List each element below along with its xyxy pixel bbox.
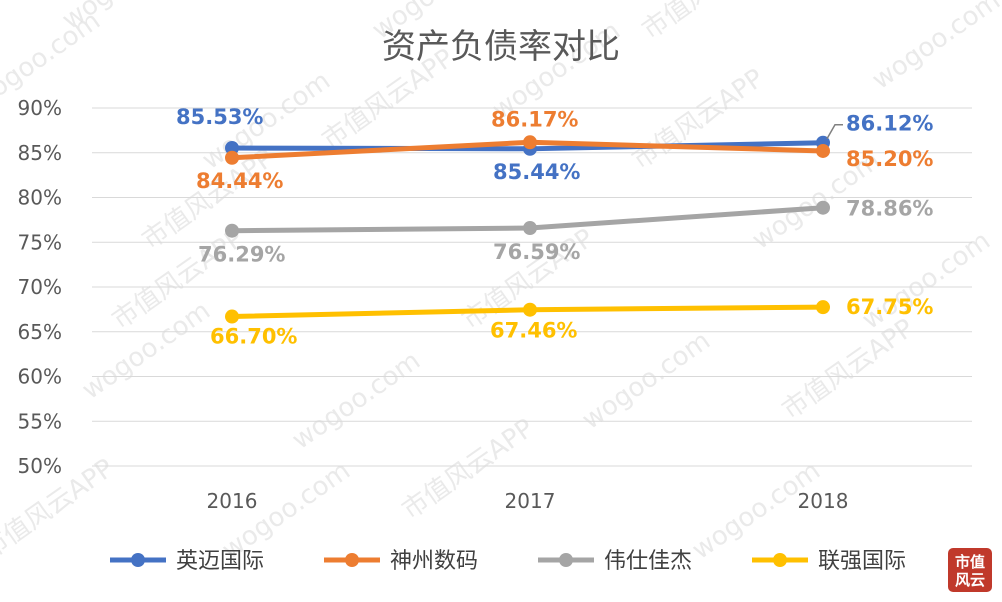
watermark-text: wogoo.com	[867, 0, 1002, 96]
data-point	[816, 143, 830, 158]
y-tick-label: 90%	[18, 96, 62, 120]
logo-text-bottom: 风云	[955, 571, 985, 589]
y-tick-label: 65%	[18, 320, 62, 344]
data-point	[816, 200, 830, 215]
watermark-text: wogoo.com	[577, 326, 716, 436]
data-point	[816, 300, 830, 315]
data-label: 78.86%	[846, 197, 933, 221]
data-point	[225, 150, 239, 165]
data-label: 66.70%	[210, 325, 297, 349]
data-label: 86.17%	[491, 107, 578, 131]
legend-label: 伟仕佳杰	[604, 549, 692, 574]
legend-swatch-marker	[345, 553, 359, 567]
data-point	[523, 135, 537, 150]
y-tick-label: 85%	[18, 141, 62, 165]
gridlines	[92, 107, 972, 467]
watermark-text: wogoo.com	[57, 0, 196, 36]
data-point	[225, 309, 239, 324]
y-axis-ticks: 50% 55% 60% 65% 70% 75% 80% 85% 90%	[18, 96, 62, 478]
data-point	[523, 302, 537, 317]
legend-swatch-marker	[773, 553, 787, 567]
y-tick-label: 80%	[18, 186, 62, 210]
data-label: 86.12%	[846, 112, 933, 136]
legend-label: 英迈国际	[176, 549, 264, 574]
series-points	[225, 135, 830, 324]
chart-title: 资产负债率对比	[382, 27, 620, 67]
legend-label: 联强国际	[818, 549, 906, 574]
y-tick-label: 55%	[18, 409, 62, 433]
watermark-text: 市值风云APP	[637, 0, 780, 46]
data-point	[523, 221, 537, 236]
legend-swatch-marker	[131, 553, 145, 567]
data-label: 85.53%	[176, 105, 263, 129]
legend-label: 神州数码	[390, 549, 478, 574]
watermarks: wogoo.com wogoo.com 市值风云APP wogoo.com 市值风云AP…	[0, 0, 1002, 566]
data-label: 76.29%	[198, 243, 285, 267]
label-leader-line	[826, 123, 843, 140]
data-label: 67.75%	[846, 295, 933, 319]
y-tick-label: 60%	[18, 365, 62, 389]
x-tick-label: 2017	[505, 489, 556, 513]
y-tick-label: 70%	[18, 275, 62, 299]
data-labels: 85.53% 85.44% 86.12% 84.44% 86.17% 85.20% 76.2…	[176, 105, 933, 349]
legend: 英迈国际 神州数码 伟仕佳杰 联强国际	[110, 549, 906, 574]
legend-swatch-marker	[559, 553, 573, 567]
data-label: 76.59%	[493, 240, 580, 264]
data-point	[225, 141, 239, 156]
x-tick-label: 2016	[207, 489, 258, 513]
x-tick-label: 2018	[798, 489, 849, 513]
watermark-text: wogoo.com	[287, 346, 426, 456]
data-label: 85.20%	[846, 147, 933, 171]
data-label: 84.44%	[196, 169, 283, 193]
y-tick-label: 50%	[18, 454, 62, 478]
data-label: 85.44%	[493, 160, 580, 184]
logo-box	[948, 548, 992, 592]
y-tick-label: 75%	[18, 230, 62, 254]
watermark-text: 市值风云APP	[777, 313, 920, 425]
data-point	[225, 223, 239, 238]
brand-logo: 市值 风云	[948, 548, 992, 592]
data-label: 67.46%	[490, 319, 577, 343]
x-axis-ticks: 2016 2017 2018	[207, 489, 849, 513]
watermark-text: 市值风云APP	[627, 63, 770, 175]
logo-text-top: 市值	[955, 553, 985, 571]
